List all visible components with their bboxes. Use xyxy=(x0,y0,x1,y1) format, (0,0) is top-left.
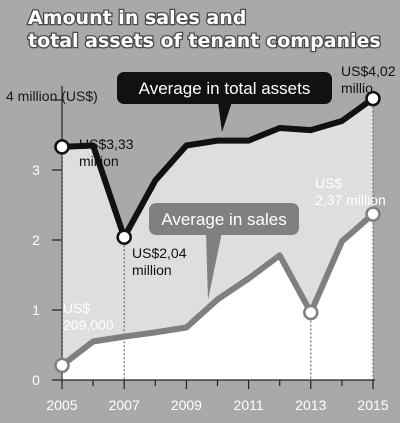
data-label: million xyxy=(132,262,172,278)
y-tick-label: 2 xyxy=(32,232,40,248)
sales-line xyxy=(59,211,376,369)
y-tick-label: 0 xyxy=(32,372,40,388)
x-tick-label: 2013 xyxy=(295,397,326,413)
data-label: 209,000 xyxy=(63,317,114,333)
data-label: US$2,04 xyxy=(132,245,187,261)
sales-callout-box xyxy=(149,203,299,235)
sales-callout-pointer xyxy=(206,232,222,300)
assets-series-label: Average in total assets xyxy=(139,79,311,98)
assets-callout-box xyxy=(117,72,332,104)
data-label: millio xyxy=(341,80,373,96)
data-point-marker xyxy=(54,357,70,374)
assets-line xyxy=(59,95,376,241)
x-tick-label: 2007 xyxy=(109,397,140,413)
data-label: US$ xyxy=(63,300,90,316)
assets-callout-pointer xyxy=(218,102,232,132)
data-label: US$4,02 xyxy=(341,63,396,79)
data-label: million xyxy=(79,153,119,169)
data-point-marker xyxy=(54,139,70,155)
chart-title-line-2: total assets of tenant companies xyxy=(28,30,381,52)
x-tick-label: 2015 xyxy=(357,397,388,413)
y-tick-label: 3 xyxy=(32,162,40,178)
sales-series-label: Average in sales xyxy=(161,210,286,229)
data-point-marker xyxy=(303,304,319,321)
chart-title-line-1: Amount in sales and xyxy=(28,7,246,29)
data-point-marker xyxy=(365,206,381,222)
data-label: 2,37 million xyxy=(315,192,386,208)
data-label: US$3,33 xyxy=(79,136,134,152)
x-tick-label: 2005 xyxy=(46,397,77,413)
x-tick-label: 2009 xyxy=(171,397,202,413)
sales-area xyxy=(62,214,373,380)
data-point-marker xyxy=(116,229,132,245)
data-point-marker xyxy=(365,90,381,107)
data-label: 964,000 xyxy=(313,340,364,356)
y-tick-label: 1 xyxy=(32,302,40,318)
data-label: US$ xyxy=(315,175,342,191)
y-axis-label: 4 million (US$) xyxy=(6,88,98,104)
data-label: US$ xyxy=(313,323,340,339)
x-tick-label: 2011 xyxy=(234,397,264,413)
